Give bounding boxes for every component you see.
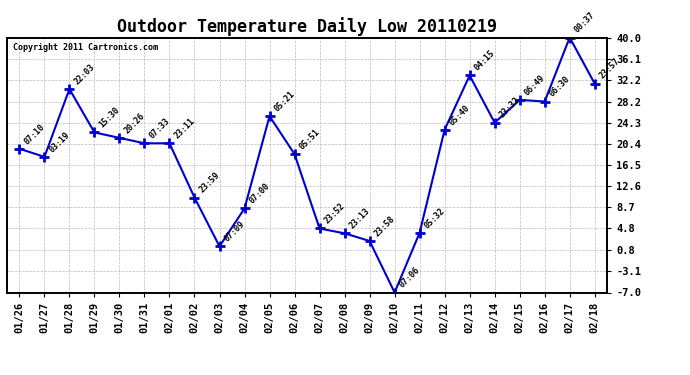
Text: 06:30: 06:30	[547, 75, 571, 99]
Text: 05:51: 05:51	[297, 128, 322, 152]
Text: 23:58: 23:58	[373, 214, 396, 238]
Text: 23:57: 23:57	[598, 57, 622, 81]
Text: 06:49: 06:49	[522, 73, 546, 97]
Text: 23:52: 23:52	[322, 202, 346, 226]
Text: 15:30: 15:30	[97, 106, 121, 130]
Text: 23:13: 23:13	[347, 207, 371, 231]
Title: Outdoor Temperature Daily Low 20110219: Outdoor Temperature Daily Low 20110219	[117, 17, 497, 36]
Text: 07:06: 07:06	[397, 266, 422, 290]
Text: 00:37: 00:37	[573, 10, 596, 35]
Text: 05:40: 05:40	[447, 103, 471, 127]
Text: 07:00: 07:00	[247, 182, 271, 206]
Text: 23:59: 23:59	[197, 171, 221, 195]
Text: 03:19: 03:19	[47, 130, 71, 154]
Text: Copyright 2011 Cartronics.com: Copyright 2011 Cartronics.com	[13, 43, 158, 52]
Text: 07:10: 07:10	[22, 122, 46, 146]
Text: 07:09: 07:09	[222, 220, 246, 244]
Text: 23:11: 23:11	[172, 117, 196, 141]
Text: 22:03: 22:03	[72, 62, 96, 86]
Text: 07:33: 07:33	[147, 117, 171, 141]
Text: 05:21: 05:21	[273, 89, 296, 113]
Text: 23:32: 23:32	[497, 96, 522, 120]
Text: 05:32: 05:32	[422, 206, 446, 230]
Text: 04:15: 04:15	[473, 49, 496, 73]
Text: 20:26: 20:26	[122, 111, 146, 135]
